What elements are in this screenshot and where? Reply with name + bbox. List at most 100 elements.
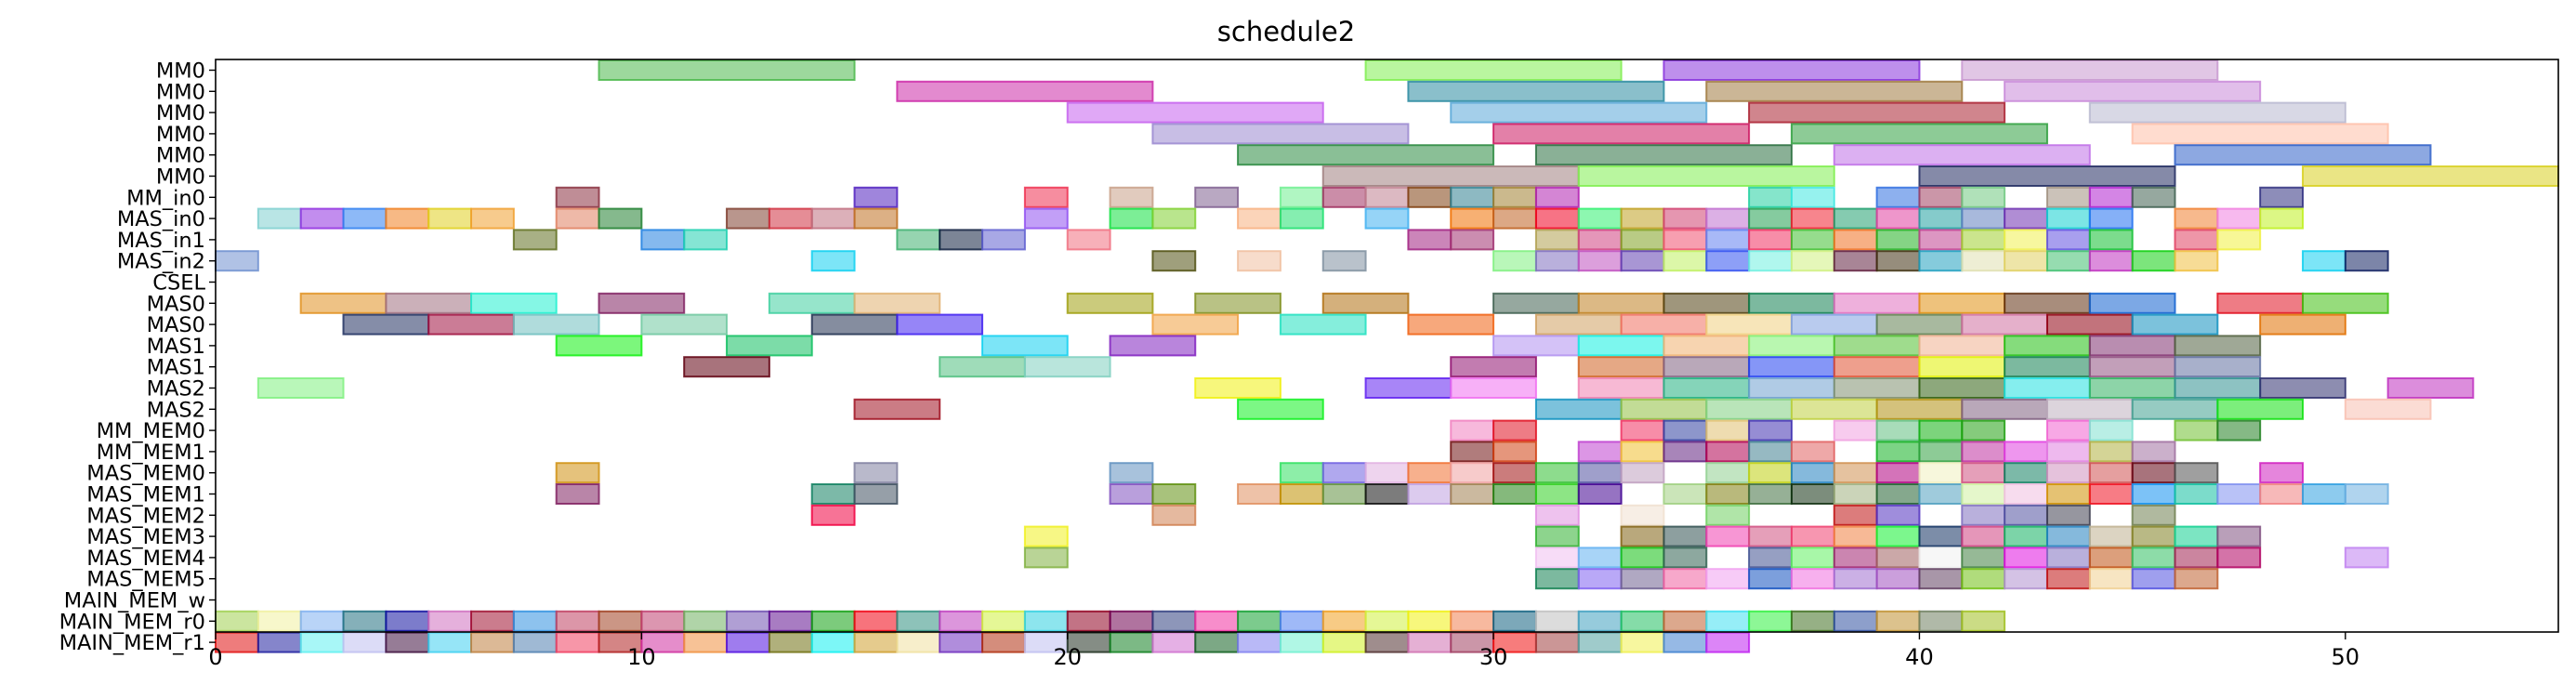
task-bar bbox=[939, 229, 984, 251]
task-bar bbox=[1534, 398, 1623, 420]
x-tick-label: 30 bbox=[1479, 644, 1508, 670]
task-bar bbox=[1577, 335, 1665, 357]
y-tick-label: MAS0 bbox=[147, 313, 205, 337]
task-bar bbox=[1321, 165, 1580, 187]
task-bar bbox=[853, 186, 899, 208]
y-tick-label: MAS_MEM5 bbox=[86, 568, 205, 592]
x-tick-label: 20 bbox=[1053, 644, 1082, 670]
task-bar bbox=[2131, 483, 2176, 505]
task-bar bbox=[2088, 547, 2134, 569]
task-bar bbox=[1620, 229, 1665, 251]
task-bar bbox=[1577, 377, 1665, 399]
task-bar bbox=[342, 207, 388, 230]
task-bar bbox=[2004, 250, 2048, 272]
task-bar bbox=[1833, 547, 1878, 569]
task-bar bbox=[1109, 462, 1154, 484]
task-bar bbox=[2216, 525, 2262, 547]
task-bar bbox=[853, 292, 941, 314]
task-bar bbox=[1534, 631, 1580, 653]
task-bar bbox=[1961, 419, 2006, 441]
task-bar bbox=[2045, 398, 2134, 420]
task-bar bbox=[2131, 504, 2176, 526]
task-bar bbox=[1705, 441, 1751, 463]
task-bar bbox=[470, 207, 515, 230]
task-bar bbox=[1620, 504, 1665, 526]
task-bar bbox=[2045, 504, 2091, 526]
task-bar bbox=[1790, 547, 1835, 569]
task-bar bbox=[598, 207, 643, 230]
task-bar bbox=[1705, 525, 1751, 547]
task-bar bbox=[1875, 229, 1921, 251]
task-bar bbox=[512, 313, 600, 336]
y-tick-label: MAS1 bbox=[147, 335, 205, 359]
task-bar bbox=[810, 610, 856, 632]
task-bar bbox=[1620, 631, 1665, 653]
task-bar bbox=[1450, 441, 1495, 463]
task-bar bbox=[1237, 144, 1495, 166]
task-bar bbox=[2004, 292, 2091, 314]
task-bar bbox=[1705, 207, 1751, 230]
y-tick-label: MAS2 bbox=[147, 398, 205, 422]
task-bar bbox=[1663, 483, 1708, 505]
task-bar bbox=[768, 610, 813, 632]
task-bar bbox=[1961, 207, 2006, 230]
task-bar bbox=[2088, 568, 2134, 590]
y-tick-label: MAS_MEM3 bbox=[86, 525, 205, 549]
task-bar bbox=[1321, 292, 1410, 314]
task-bar bbox=[2045, 441, 2091, 463]
task-bar bbox=[1705, 610, 1751, 632]
task-bar bbox=[1577, 229, 1623, 251]
task-bar bbox=[1450, 356, 1537, 378]
task-bar bbox=[1450, 483, 1495, 505]
task-bar bbox=[2216, 207, 2262, 230]
task-bar bbox=[2174, 335, 2262, 357]
task-bar bbox=[256, 377, 345, 399]
task-bar bbox=[1364, 610, 1410, 632]
task-bar bbox=[1194, 186, 1240, 208]
task-bar bbox=[1620, 568, 1665, 590]
task-bar bbox=[2004, 229, 2048, 251]
task-bar bbox=[1748, 335, 1835, 357]
task-bar bbox=[385, 292, 473, 314]
task-bar bbox=[2045, 186, 2091, 208]
task-bar bbox=[2174, 356, 2262, 378]
task-bar bbox=[1534, 207, 1580, 230]
task-bar bbox=[2045, 313, 2134, 336]
task-bar bbox=[1620, 313, 1708, 336]
task-bar bbox=[1492, 123, 1751, 145]
task-bar bbox=[1875, 504, 1921, 526]
x-axis: 0 10 20 30 40 50 bbox=[208, 632, 2359, 670]
task-bar bbox=[256, 207, 302, 230]
task-bar bbox=[1407, 462, 1452, 484]
task-bar bbox=[1748, 441, 1793, 463]
task-bar bbox=[1663, 335, 1751, 357]
task-bar bbox=[2259, 186, 2304, 208]
task-bar bbox=[1748, 356, 1835, 378]
task-bar bbox=[2088, 229, 2134, 251]
task-bar bbox=[1237, 207, 1281, 230]
task-bar bbox=[1620, 525, 1665, 547]
task-bar bbox=[1918, 377, 2006, 399]
task-bar bbox=[1492, 186, 1537, 208]
task-bar bbox=[2004, 525, 2048, 547]
task-bar bbox=[1663, 547, 1708, 569]
task-bar bbox=[939, 631, 984, 653]
task-bar bbox=[1790, 568, 1835, 590]
task-bar bbox=[1620, 547, 1665, 569]
task-bar bbox=[1534, 610, 1580, 632]
task-bar bbox=[2259, 483, 2304, 505]
task-bar bbox=[1875, 313, 1964, 336]
task-bar bbox=[640, 229, 686, 251]
task-bar bbox=[1364, 186, 1410, 208]
task-bar bbox=[810, 250, 856, 272]
task-bar bbox=[853, 398, 941, 420]
task-bar bbox=[555, 631, 600, 653]
task-bar bbox=[2174, 229, 2219, 251]
task-bar bbox=[1705, 313, 1793, 336]
task-bar bbox=[1748, 483, 1793, 505]
y-tick-label: MM_MEM0 bbox=[97, 419, 205, 443]
task-bar bbox=[1577, 441, 1623, 463]
task-bar bbox=[1663, 631, 1708, 653]
task-bar bbox=[1663, 441, 1708, 463]
task-bar bbox=[1918, 568, 1964, 590]
